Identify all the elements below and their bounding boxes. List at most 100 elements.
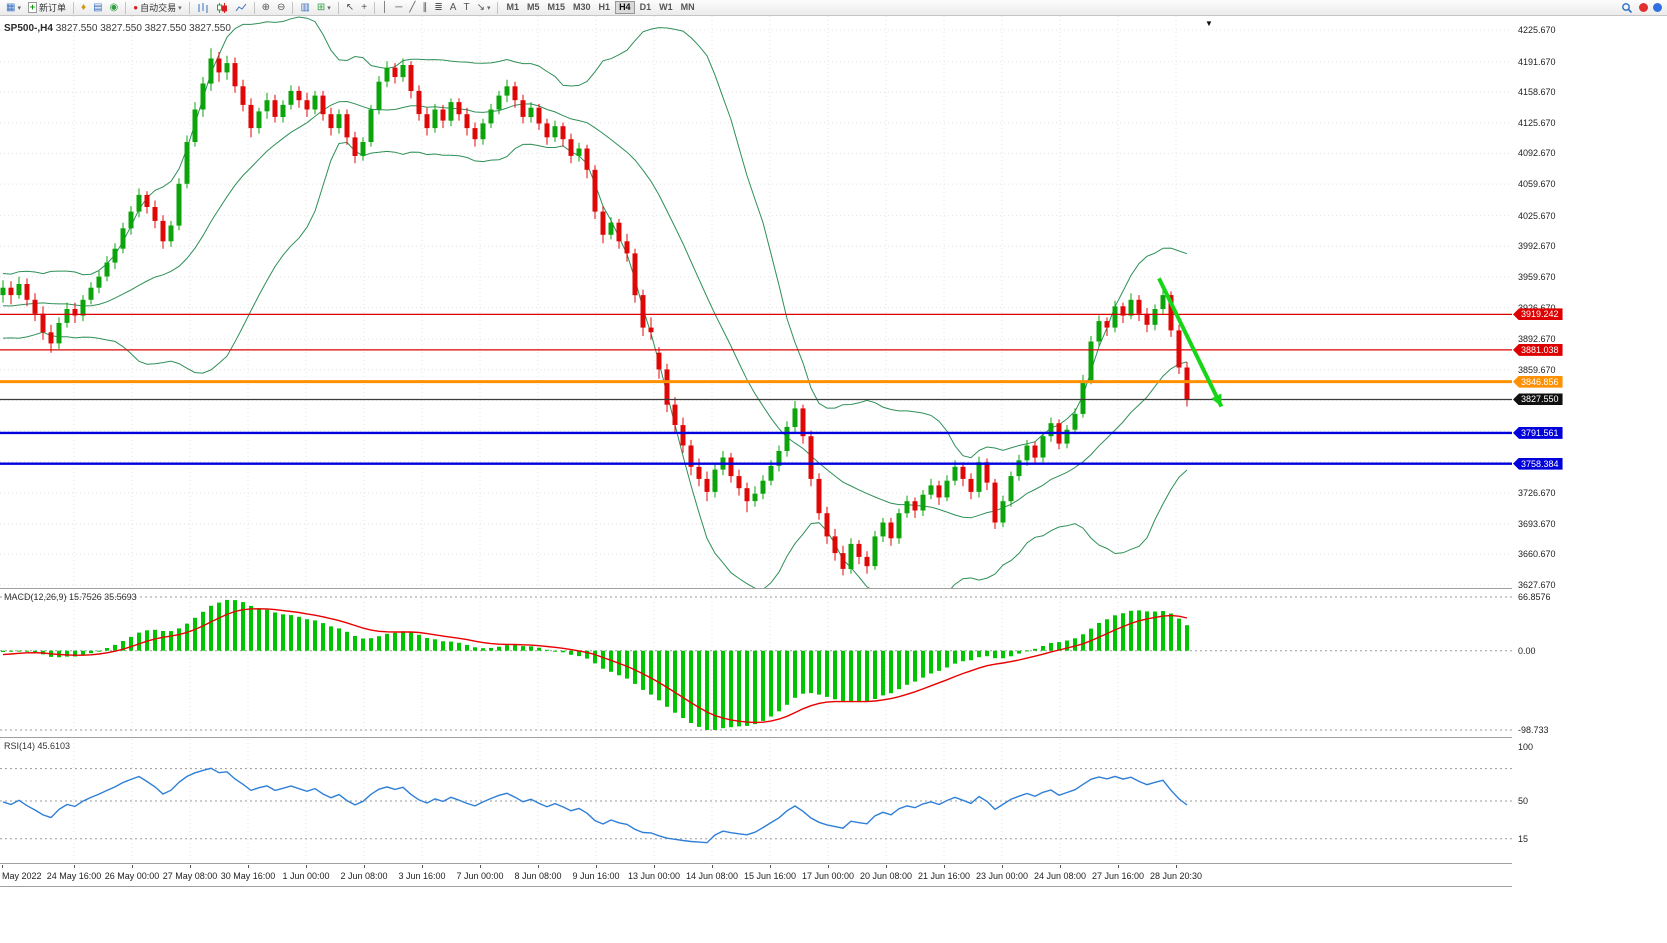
search-icon bbox=[1622, 2, 1633, 13]
timeframe-button-w1[interactable]: W1 bbox=[659, 2, 673, 12]
price-axis-label: 3926.670 bbox=[1518, 302, 1556, 313]
ohlc-values: 3827.550 3827.550 3827.550 3827.550 bbox=[55, 23, 231, 34]
zoom-in-button[interactable]: ⊕ bbox=[259, 1, 273, 15]
time-axis-tick bbox=[712, 865, 713, 868]
toolbar-separator bbox=[374, 1, 376, 14]
new-order-label: 新订单 bbox=[38, 3, 66, 13]
price-axis-label: 3627.670 bbox=[1518, 580, 1556, 590]
time-axis-label: 21 Jun 16:00 bbox=[917, 871, 971, 881]
timeframe-button-m1[interactable]: M1 bbox=[506, 2, 519, 12]
bar-chart-button[interactable] bbox=[194, 1, 212, 15]
new-chart-button[interactable]: ▦ ▾ bbox=[3, 1, 24, 15]
time-axis-label: 1 Jun 00:00 bbox=[282, 871, 330, 881]
time-axis-tick bbox=[1060, 865, 1061, 868]
community-icon[interactable] bbox=[1653, 3, 1662, 12]
tile-windows-button[interactable]: ▥ bbox=[297, 1, 312, 15]
terminal-button[interactable]: ◉ bbox=[107, 1, 122, 15]
time-axis-label: 14 Jun 08:00 bbox=[685, 871, 739, 881]
price-axis[interactable]: 4225.670 4191.670 4158.670 4125.670 4092.670… bbox=[1512, 0, 1667, 943]
time-axis[interactable]: May 2022 24 May 16:00 26 May 00:00 27 May 0… bbox=[0, 865, 1512, 886]
market-watch-button[interactable]: ♦ bbox=[78, 1, 89, 15]
time-axis-label: 28 Jun 20:30 bbox=[1149, 871, 1203, 881]
zoom-out-button[interactable]: ⊖ bbox=[274, 1, 288, 15]
price-axis-label: 3660.670 bbox=[1518, 549, 1556, 560]
timeframe-button-h1[interactable]: H1 bbox=[598, 2, 611, 12]
navigator-button[interactable]: ▤ bbox=[90, 1, 105, 15]
price-axis-label: 3859.670 bbox=[1518, 364, 1556, 375]
macd-histogram bbox=[1, 599, 1189, 730]
panel-separator[interactable] bbox=[0, 737, 1570, 738]
price-axis-label: 4158.670 bbox=[1518, 87, 1556, 98]
time-axis-label: 23 Jun 00:00 bbox=[975, 871, 1029, 881]
new-order-button[interactable]: + 新订单 bbox=[25, 1, 69, 15]
zoom-in-icon: ⊕ bbox=[261, 2, 271, 13]
search-button[interactable] bbox=[1618, 1, 1636, 15]
fibonacci-icon: ≣ bbox=[434, 2, 443, 13]
price-level-badge: 3919.242 bbox=[1513, 308, 1563, 321]
time-axis-label: 20 Jun 08:00 bbox=[859, 871, 913, 881]
alerts-icon[interactable] bbox=[1639, 3, 1648, 12]
time-axis-tick bbox=[770, 865, 771, 868]
time-axis-tick bbox=[538, 865, 539, 868]
time-axis-label: May 2022 bbox=[2, 871, 42, 881]
time-axis-label: 27 Jun 16:00 bbox=[1091, 871, 1145, 881]
horizontal-line-icon: ─ bbox=[395, 2, 403, 13]
terminal-icon: ◉ bbox=[109, 2, 119, 13]
timeframe-button-m5[interactable]: M5 bbox=[527, 2, 540, 12]
indicators-icon: ⊞ bbox=[316, 2, 326, 13]
rsi-panel[interactable] bbox=[0, 739, 1512, 863]
auto-trading-icon: ● bbox=[133, 3, 139, 12]
timeframe-button-mn[interactable]: MN bbox=[680, 2, 695, 12]
toolbar-separator bbox=[497, 1, 499, 14]
indicators-button[interactable]: ⊞ ▾ bbox=[314, 1, 334, 15]
macd-panel[interactable] bbox=[0, 590, 1512, 737]
tile-windows-icon: ▥ bbox=[300, 2, 310, 13]
text-tool-button[interactable]: A bbox=[447, 1, 460, 15]
trendline-icon: ╱ bbox=[409, 2, 416, 13]
trendline-button[interactable]: ╱ bbox=[406, 1, 418, 15]
timeframe-button-m30[interactable]: M30 bbox=[573, 2, 591, 12]
bar-chart-icon bbox=[198, 2, 208, 13]
panel-separator[interactable] bbox=[0, 588, 1570, 589]
arrows-tool-button[interactable]: ↘ ▾ bbox=[474, 1, 494, 15]
toolbar-separator bbox=[72, 1, 74, 14]
bollinger-bands[interactable] bbox=[2, 16, 1188, 588]
panel-separator[interactable] bbox=[0, 863, 1570, 864]
auto-trading-button[interactable]: ● 自动交易 ▾ bbox=[130, 1, 184, 15]
channel-button[interactable]: ∥ bbox=[419, 1, 430, 15]
navigator-icon: ▤ bbox=[93, 2, 103, 13]
text-tool-icon: A bbox=[449, 2, 457, 13]
line-chart-button[interactable] bbox=[232, 1, 250, 15]
trend-arrow[interactable] bbox=[1157, 277, 1224, 408]
rsi-value: 45.6103 bbox=[37, 741, 71, 751]
candlestick-button[interactable] bbox=[213, 1, 231, 15]
fibonacci-button[interactable]: ≣ bbox=[431, 1, 445, 15]
time-axis-label: 8 Jun 08:00 bbox=[514, 871, 562, 881]
equidistant-channel-icon: ∥ bbox=[422, 2, 428, 13]
rsi-line bbox=[2, 767, 1188, 844]
timeframe-button-h4[interactable]: H4 bbox=[615, 1, 635, 14]
label-tool-button[interactable]: T bbox=[460, 1, 472, 15]
time-axis-tick bbox=[654, 865, 655, 868]
macd-axis-label: 0.00 bbox=[1518, 645, 1536, 656]
time-axis-label: 9 Jun 16:00 bbox=[572, 871, 620, 881]
candlestick-icon bbox=[216, 2, 227, 13]
time-axis-tick bbox=[2, 865, 3, 868]
timeframe-button-m15[interactable]: M15 bbox=[547, 2, 566, 12]
macd-values: 15.7526 35.5693 bbox=[69, 592, 137, 602]
rsi-name: RSI(14) bbox=[4, 741, 36, 751]
time-axis-tick bbox=[480, 865, 481, 868]
scroll-to-end-marker[interactable]: ▼ bbox=[1205, 19, 1213, 28]
crosshair-button[interactable]: + bbox=[358, 1, 370, 15]
horizontal-line-button[interactable]: ─ bbox=[392, 1, 405, 15]
price-axis-label: 3992.670 bbox=[1518, 241, 1556, 252]
vertical-line-icon: │ bbox=[382, 2, 389, 13]
main-chart[interactable] bbox=[0, 16, 1512, 588]
timeframe-button-d1[interactable]: D1 bbox=[639, 2, 652, 12]
price-level-badge: 3846.856 bbox=[1513, 375, 1563, 388]
vertical-line-button[interactable]: │ bbox=[379, 1, 391, 15]
cursor-button[interactable]: ↖ bbox=[343, 1, 357, 15]
time-axis-label: 27 May 08:00 bbox=[162, 871, 218, 881]
macd-axis-label: 66.8576 bbox=[1518, 592, 1551, 602]
